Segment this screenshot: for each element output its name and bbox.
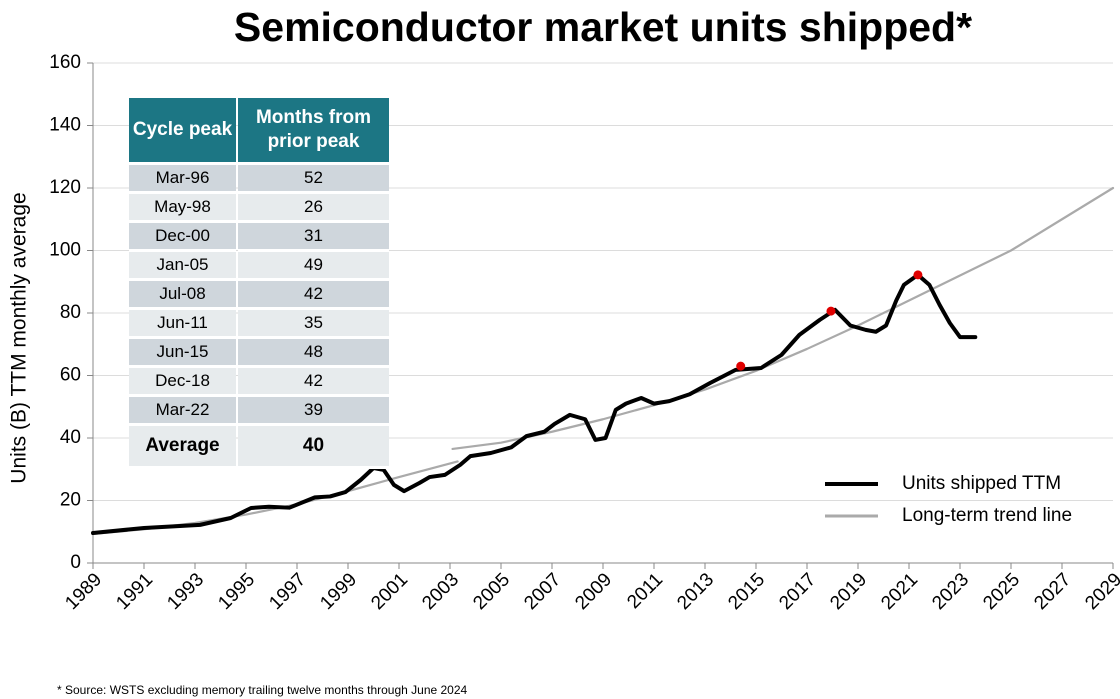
table-row: Mar-96 52: [129, 165, 389, 194]
x-tick-label: 2013: [673, 569, 718, 614]
table-cell: Dec-00: [129, 223, 236, 252]
y-tick-label: 40: [60, 427, 81, 448]
x-tick-label: 2019: [826, 569, 871, 614]
table-row: Cycle peak Months from prior peak: [129, 98, 389, 165]
x-tick-label: 1989: [61, 569, 106, 614]
table-cell: Mar-22: [129, 397, 236, 426]
units-line: [91, 272, 978, 535]
x-tick-label: 1999: [316, 569, 361, 614]
x-tick-label: 2015: [724, 569, 769, 614]
table-cell: 35: [238, 310, 389, 339]
x-tick-label: 2003: [418, 569, 463, 614]
x-tick-label: 1997: [265, 569, 310, 614]
table-cell: 52: [238, 165, 389, 194]
y-tick-label: 80: [60, 302, 81, 323]
y-tick-label: 60: [60, 365, 81, 386]
legend-label: Long-term trend line: [902, 505, 1072, 526]
x-tick-label: 2023: [928, 569, 973, 614]
y-tick-label: 20: [60, 490, 81, 511]
table-row: Jul-08 42: [129, 281, 389, 310]
table-row: Mar-22 39: [129, 397, 389, 426]
table-row: Jun-11 35: [129, 310, 389, 339]
x-tick-label: 2029: [1081, 569, 1120, 614]
table-cell: Dec-18: [129, 368, 236, 397]
table-cell: 42: [238, 368, 389, 397]
y-tick-label: 100: [49, 240, 81, 261]
peak-marker: [913, 270, 923, 280]
chart-title: Semiconductor market units shipped*: [234, 4, 972, 50]
table-cell: Cycle peak: [129, 98, 236, 165]
x-tick-label: 2005: [469, 569, 514, 614]
table-cell: Jun-11: [129, 310, 236, 339]
table-cell: 31: [238, 223, 389, 252]
table-row: May-98 26: [129, 194, 389, 223]
x-tick-label: 1991: [112, 569, 157, 614]
table-cell: 40: [238, 426, 389, 469]
peak-marker: [736, 361, 746, 371]
table-cell: 48: [238, 339, 389, 368]
table-cell: 42: [238, 281, 389, 310]
y-tick-label: 0: [70, 552, 81, 573]
table-cell: 49: [238, 252, 389, 281]
x-tick-label: 2009: [571, 569, 616, 614]
x-tick-label: 2021: [877, 569, 922, 614]
table-cell: Months from prior peak: [238, 98, 389, 165]
y-tick-label: 160: [49, 52, 81, 73]
table-row: Jun-15 48: [129, 339, 389, 368]
y-tick-label: 120: [49, 177, 81, 198]
x-tick-label: 2007: [520, 569, 565, 614]
x-tick-label: 1995: [214, 569, 259, 614]
table-cell: Jul-08: [129, 281, 236, 310]
y-tick-label: 140: [49, 115, 81, 136]
table-row: Dec-18 42: [129, 368, 389, 397]
table-row: Average 40: [129, 426, 389, 469]
cycle-table: Cycle peak Months from prior peak Mar-96 52…: [127, 98, 391, 469]
x-tick-label: 2025: [979, 569, 1024, 614]
peak-marker: [826, 306, 836, 316]
x-tick-label: 1993: [163, 569, 208, 614]
table-cell: May-98: [129, 194, 236, 223]
table-cell: Mar-96: [129, 165, 236, 194]
x-tick-label: 2011: [623, 569, 667, 613]
table-cell: Average: [129, 426, 236, 469]
legend-label: Units shipped TTM: [902, 473, 1061, 494]
table-cell: Jun-15: [129, 339, 236, 368]
y-axis-label: Units (B) TTM monthly average: [8, 192, 31, 483]
table-row: Dec-00 31: [129, 223, 389, 252]
x-tick-label: 2027: [1030, 569, 1075, 614]
table-cell: 39: [238, 397, 389, 426]
table-cell: 26: [238, 194, 389, 223]
table-row: Jan-05 49: [129, 252, 389, 281]
x-tick-label: 2017: [775, 569, 820, 614]
table-cell: Jan-05: [129, 252, 236, 281]
footnote: * Source: WSTS excluding memory trailing…: [57, 683, 468, 697]
x-tick-label: 2001: [367, 569, 412, 614]
